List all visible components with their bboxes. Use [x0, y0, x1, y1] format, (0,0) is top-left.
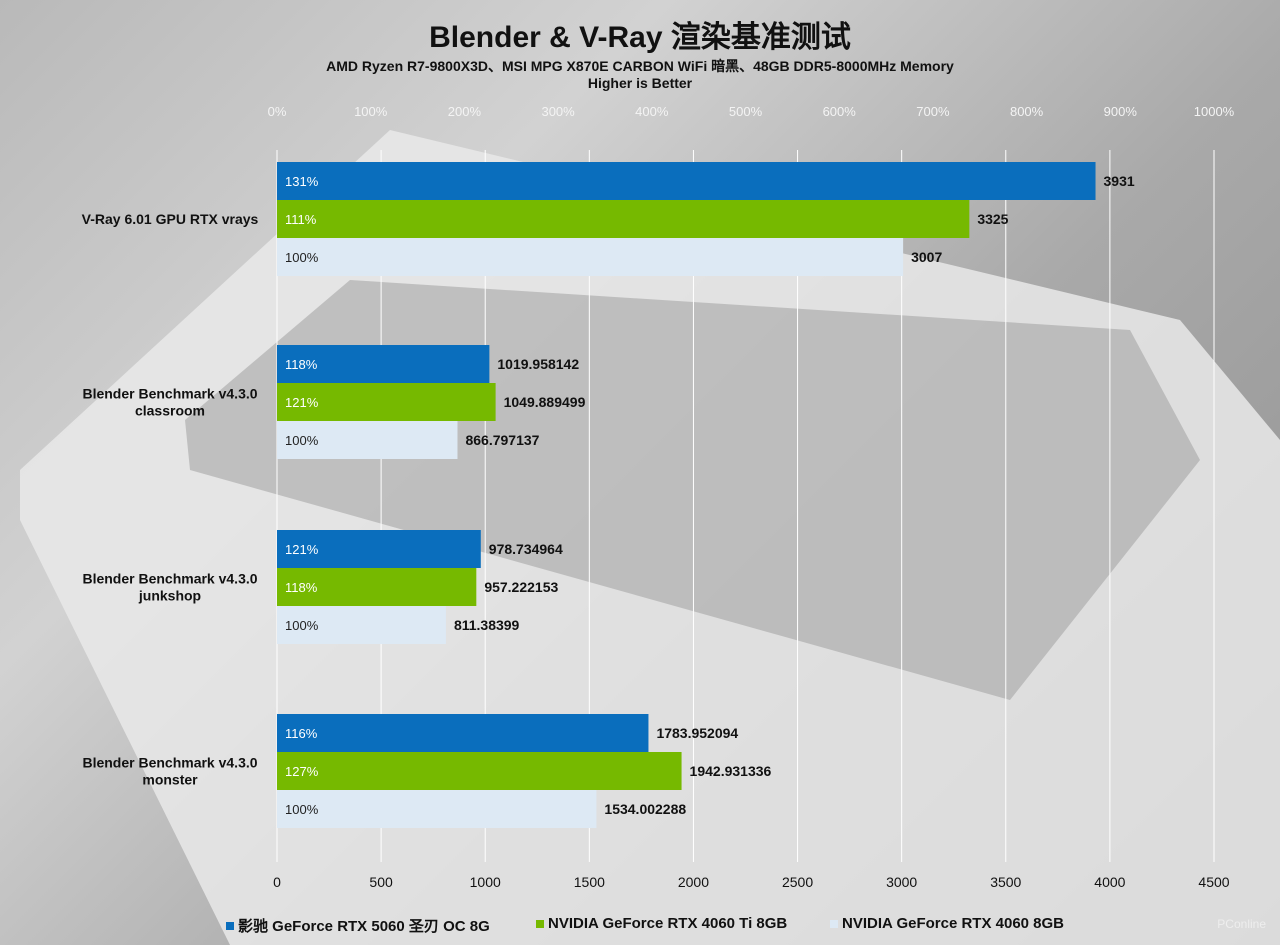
- bar-value-label: 978.734964: [489, 541, 563, 557]
- legend-label: 影驰 GeForce RTX 5060 圣刃 OC 8G: [238, 918, 490, 935]
- bar-value-label: 1049.889499: [504, 394, 586, 410]
- x-tick-label: 2000: [678, 874, 709, 890]
- bar-value-label: 1783.952094: [656, 725, 738, 741]
- legend-swatch-series3: [830, 919, 838, 928]
- category-label: junkshop: [138, 588, 201, 604]
- top-axis-tick-label: 800%: [1010, 104, 1044, 119]
- bar-value-label: 1019.958142: [497, 356, 579, 372]
- top-axis-tick-label: 900%: [1104, 104, 1138, 119]
- bar-series3: [277, 421, 458, 459]
- top-axis-tick-label: 0%: [268, 104, 287, 119]
- bar-percent-label: 121%: [285, 542, 319, 557]
- x-tick-label: 500: [369, 874, 393, 890]
- top-axis-tick-label: 1000%: [1194, 104, 1235, 119]
- bar-series2: [277, 200, 970, 238]
- bar-percent-label: 100%: [285, 618, 319, 633]
- bar-value-label: 1534.002288: [604, 801, 686, 817]
- top-axis-tick-label: 400%: [635, 104, 669, 119]
- x-tick-label: 1000: [470, 874, 501, 890]
- top-axis-tick-label: 300%: [541, 104, 575, 119]
- bar-value-label: 3007: [911, 249, 942, 265]
- bar-percent-label: 118%: [285, 357, 318, 372]
- bar-percent-label: 131%: [285, 174, 319, 189]
- legend-item-series3: NVIDIA GeForce RTX 4060 8GB: [830, 915, 1064, 932]
- bar-percent-label: 116%: [285, 726, 318, 741]
- category-label: Blender Benchmark v4.3.0: [82, 755, 257, 771]
- legend-swatch-series2: [536, 919, 544, 928]
- x-tick-label: 4000: [1094, 874, 1125, 890]
- top-axis-tick-label: 600%: [823, 104, 857, 119]
- bar-value-label: 1942.931336: [690, 763, 772, 779]
- bar-series1: [277, 345, 490, 383]
- chart-note: Higher is Better: [587, 75, 693, 91]
- top-axis-tick-label: 700%: [916, 104, 950, 119]
- bar-value-label: 811.38399: [454, 617, 520, 633]
- legend-item-series1: 影驰 GeForce RTX 5060 圣刃 OC 8G: [226, 915, 490, 936]
- watermark: PConline: [1217, 917, 1266, 931]
- bar-value-label: 3931: [1104, 173, 1135, 189]
- bar-series1: [277, 530, 481, 568]
- category-label: monster: [142, 772, 198, 788]
- bar-percent-label: 121%: [285, 395, 319, 410]
- bar-percent-label: 100%: [285, 802, 319, 817]
- x-tick-label: 2500: [782, 874, 813, 890]
- bar-percent-label: 100%: [285, 250, 319, 265]
- category-label: V-Ray 6.01 GPU RTX vrays: [82, 211, 259, 227]
- category-label: Blender Benchmark v4.3.0: [82, 571, 257, 587]
- category-label: Blender Benchmark v4.3.0: [82, 386, 257, 402]
- x-tick-label: 0: [273, 874, 281, 890]
- bar-percent-label: 100%: [285, 433, 319, 448]
- bar-series2: [277, 568, 477, 606]
- bar-value-label: 866.797137: [465, 432, 539, 448]
- x-tick-label: 1500: [574, 874, 605, 890]
- bar-series3: [277, 238, 904, 276]
- top-axis-tick-label: 500%: [729, 104, 763, 119]
- bar-series1: [277, 714, 649, 752]
- bar-percent-label: 127%: [285, 764, 319, 779]
- legend-label: NVIDIA GeForce RTX 4060 Ti 8GB: [548, 915, 788, 932]
- top-axis-tick-label: 100%: [354, 104, 388, 119]
- chart-title: Blender & V-Ray 渲染基准测试: [429, 21, 851, 54]
- chart-subtitle: AMD Ryzen R7-9800X3D、MSI MPG X870E CARBO…: [326, 58, 954, 74]
- x-tick-label: 4500: [1198, 874, 1229, 890]
- top-axis-tick-label: 200%: [448, 104, 482, 119]
- bar-series3: [277, 790, 597, 828]
- bar-value-label: 957.222153: [484, 579, 558, 595]
- legend-label: NVIDIA GeForce RTX 4060 8GB: [842, 915, 1065, 932]
- legend-item-series2: NVIDIA GeForce RTX 4060 Ti 8GB: [536, 915, 787, 932]
- bar-series2: [277, 383, 496, 421]
- bar-series2: [277, 752, 682, 790]
- bar-percent-label: 111%: [285, 212, 317, 227]
- x-tick-label: 3500: [990, 874, 1021, 890]
- bar-series3: [277, 606, 446, 644]
- x-tick-label: 3000: [886, 874, 917, 890]
- bar-series1: [277, 162, 1096, 200]
- bar-percent-label: 118%: [285, 580, 318, 595]
- legend-swatch-series1: [226, 921, 234, 930]
- bar-value-label: 3325: [977, 211, 1008, 227]
- category-label: classroom: [135, 403, 205, 419]
